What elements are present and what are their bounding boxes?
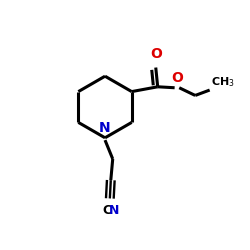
- Text: N: N: [109, 204, 119, 217]
- Text: CH$_3$: CH$_3$: [210, 75, 234, 89]
- Text: N: N: [99, 122, 111, 136]
- Text: C: C: [102, 204, 111, 217]
- Text: O: O: [171, 72, 183, 86]
- Text: O: O: [150, 47, 162, 61]
